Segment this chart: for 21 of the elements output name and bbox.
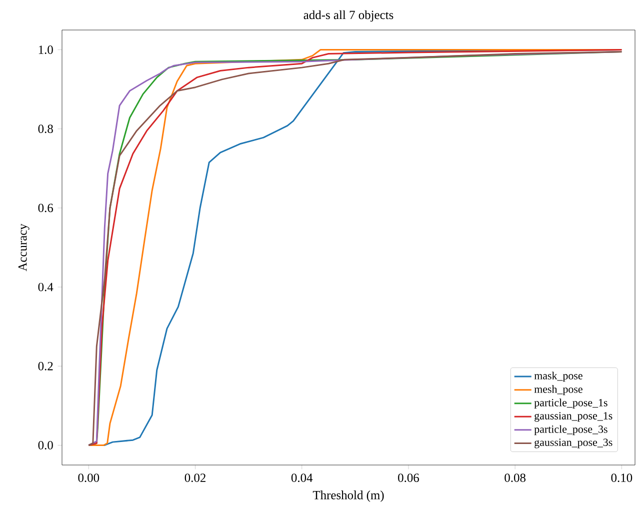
x-tick-label: 0.04 <box>291 474 313 482</box>
x-tick-label: 0.10 <box>611 474 632 482</box>
x-tick-label: 0.02 <box>184 474 206 482</box>
y-tick-label: 0.2 <box>38 362 53 370</box>
x-tick-label: 0.06 <box>398 474 419 482</box>
y-tick-label: 0.0 <box>38 441 53 450</box>
x-tick-label: 0.08 <box>504 474 526 482</box>
y-tick-label: 0.4 <box>38 282 54 292</box>
legend-label: mask_pose <box>534 372 582 382</box>
y-axis-title: Accuracy <box>18 224 30 272</box>
y-tick-label: 0.6 <box>38 204 54 212</box>
y-tick-label: 1.0 <box>38 46 53 54</box>
legend-label: particle_pose_1s <box>534 398 608 409</box>
legend-label: gaussian_pose_1s <box>534 412 612 422</box>
legend-label: gaussian_pose_3s <box>534 438 612 448</box>
chart-title: add-s all 7 objects <box>304 10 394 22</box>
x-axis-title: Threshold (m) <box>312 490 384 502</box>
legend-label: mesh_pose <box>534 385 582 396</box>
legend-label: particle_pose_3s <box>534 425 608 436</box>
y-tick-label: 0.8 <box>38 124 53 134</box>
x-tick-label: 0.00 <box>78 474 100 482</box>
